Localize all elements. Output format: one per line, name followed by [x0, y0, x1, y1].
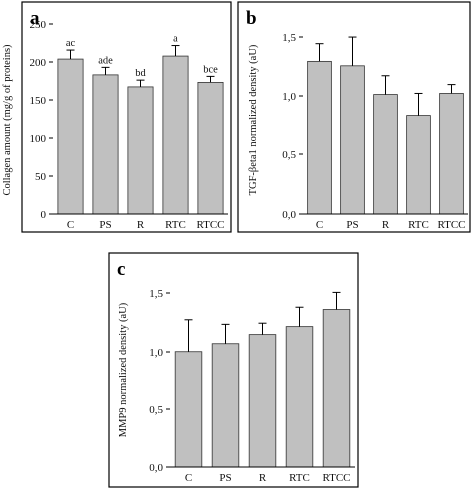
- bar: [307, 60, 332, 215]
- panel-c: c 0,0 0,5 1,0 1,5 MMP9 normalized density (aU…: [108, 252, 359, 488]
- x-tick-label: C: [185, 472, 192, 484]
- x-tick-label: PS: [346, 219, 358, 231]
- panel-letter: a: [30, 8, 40, 29]
- significance-label: a: [173, 34, 178, 45]
- x-tick-label: R: [259, 472, 267, 484]
- y-tick-label: 1,5: [149, 288, 163, 300]
- bar: [57, 58, 84, 215]
- y-tick-label: 0,0: [149, 462, 163, 474]
- y-axis-label: Collagen amount (mg/g of proteins): [2, 44, 13, 196]
- significance-label: ac: [66, 38, 76, 49]
- x-tick-label: RTC: [289, 472, 310, 484]
- bar: [162, 55, 189, 215]
- y-axis-label: MMP9 normalized density (aU): [118, 302, 129, 437]
- y-tick-label: 0,0: [282, 209, 296, 221]
- panel-frame: [21, 1, 232, 233]
- significance-label: ade: [98, 55, 113, 66]
- y-tick-label: 150: [30, 95, 47, 107]
- x-tick-label: PS: [219, 472, 231, 484]
- significance-label: bd: [135, 68, 146, 79]
- x-tick-label: RTCC: [322, 472, 350, 484]
- x-tick-label: RTC: [408, 219, 429, 231]
- y-tick-label: 50: [35, 171, 47, 183]
- panel-frame: [108, 252, 359, 488]
- bar: [248, 334, 277, 468]
- panel-letter: c: [117, 259, 125, 280]
- significance-label: bce: [203, 64, 218, 75]
- bar: [406, 115, 431, 215]
- bar: [174, 351, 203, 468]
- y-tick-label: 100: [30, 133, 47, 145]
- y-tick-label: 200: [30, 57, 47, 69]
- y-tick-label: 0,5: [282, 149, 296, 161]
- bar: [127, 86, 154, 215]
- bar: [92, 74, 119, 215]
- y-tick-label: 0,5: [149, 404, 163, 416]
- y-tick-label: 1,5: [282, 32, 296, 44]
- x-tick-label: R: [137, 219, 145, 231]
- bar: [340, 65, 365, 215]
- panel-b: b 0,0 0,5 1,0 1,5 TGF-βeta1 normalized densit…: [237, 1, 471, 233]
- x-tick-label: R: [382, 219, 390, 231]
- panel-a: a 0 50 100 150 200 250 Collagen amount (mg/g of…: [2, 1, 232, 233]
- x-tick-label: PS: [99, 219, 111, 231]
- panel-frame: [237, 1, 471, 233]
- x-tick-label: C: [67, 219, 74, 231]
- y-tick-label: 250: [30, 19, 47, 31]
- bar: [197, 82, 224, 215]
- y-axis-label: TGF-βeta1 normalized density (aU): [248, 44, 259, 195]
- y-tick-label: 0: [41, 209, 47, 221]
- bar: [373, 94, 398, 215]
- bar: [285, 326, 314, 468]
- x-tick-label: RTCC: [196, 219, 224, 231]
- panel-letter: b: [246, 8, 257, 29]
- x-tick-label: C: [316, 219, 323, 231]
- x-tick-label: RTCC: [437, 219, 465, 231]
- bar: [322, 309, 351, 468]
- bar: [439, 93, 464, 215]
- y-tick-label: 1,0: [149, 347, 163, 359]
- y-tick-label: 1,0: [282, 91, 296, 103]
- x-tick-label: RTC: [165, 219, 186, 231]
- bar: [211, 343, 240, 468]
